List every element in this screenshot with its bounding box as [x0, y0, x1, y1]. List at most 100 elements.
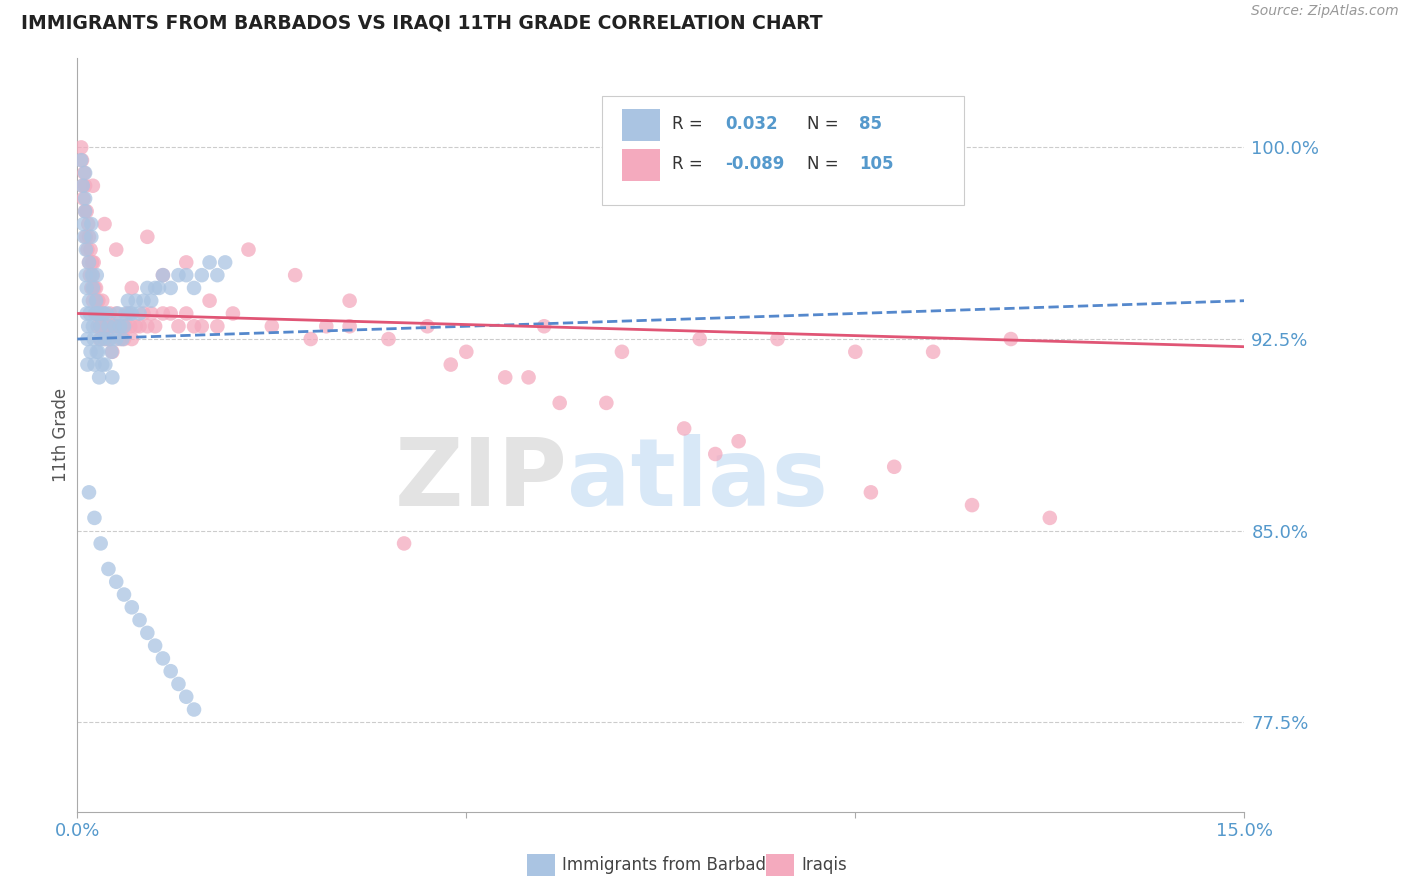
Text: 0.032: 0.032: [725, 115, 778, 133]
Point: [152, 268, 174, 282]
Point: [159, 306, 181, 320]
Point: [183, 702, 205, 716]
Point: [93, 217, 115, 231]
Point: [108, 332, 131, 346]
Point: [82, 268, 104, 282]
Point: [922, 344, 945, 359]
FancyBboxPatch shape: [603, 95, 965, 205]
Point: [80, 230, 103, 244]
Point: [167, 677, 190, 691]
Point: [97, 562, 120, 576]
Point: [84, 306, 107, 320]
Point: [73, 166, 96, 180]
Point: [107, 319, 129, 334]
Point: [105, 243, 128, 257]
Point: [72, 192, 94, 206]
Point: [105, 574, 128, 589]
Point: [416, 319, 439, 334]
Text: 85: 85: [859, 115, 882, 133]
Point: [82, 293, 104, 308]
Point: [198, 293, 221, 308]
Point: [112, 588, 135, 602]
Point: [73, 230, 96, 244]
Point: [494, 370, 516, 384]
Point: [89, 332, 111, 346]
Point: [174, 255, 197, 269]
Y-axis label: 11th Grade: 11th Grade: [52, 388, 70, 482]
Point: [75, 268, 97, 282]
Point: [72, 178, 94, 193]
Point: [70, 153, 93, 168]
Point: [299, 332, 322, 346]
Point: [174, 306, 197, 320]
Point: [75, 204, 97, 219]
Point: [86, 268, 108, 282]
Point: [87, 344, 110, 359]
Point: [148, 281, 170, 295]
Bar: [623, 109, 659, 141]
Text: Source: ZipAtlas.com: Source: ZipAtlas.com: [1251, 4, 1399, 19]
Point: [77, 319, 100, 334]
Point: [96, 319, 118, 334]
Point: [673, 421, 696, 435]
Point: [191, 268, 214, 282]
Point: [143, 281, 166, 295]
Point: [128, 319, 150, 334]
Point: [132, 293, 155, 308]
Point: [883, 459, 905, 474]
Point: [960, 498, 983, 512]
Point: [94, 332, 117, 346]
Point: [111, 332, 134, 346]
Point: [86, 306, 108, 320]
Text: ZIP: ZIP: [395, 434, 568, 526]
Point: [100, 344, 122, 359]
Point: [1000, 332, 1022, 346]
Point: [76, 358, 98, 372]
Point: [76, 204, 98, 219]
Point: [82, 255, 104, 269]
Point: [75, 166, 97, 180]
Point: [124, 319, 148, 334]
Point: [75, 243, 97, 257]
Text: -0.089: -0.089: [725, 155, 785, 173]
Point: [82, 178, 104, 193]
Point: [610, 344, 633, 359]
Text: IMMIGRANTS FROM BARBADOS VS IRAQI 11TH GRADE CORRELATION CHART: IMMIGRANTS FROM BARBADOS VS IRAQI 11TH G…: [21, 13, 823, 32]
Point: [207, 319, 229, 334]
Point: [117, 306, 139, 320]
Point: [93, 332, 115, 346]
Point: [90, 319, 112, 334]
Point: [77, 485, 100, 500]
Text: Immigrants from Barbados: Immigrants from Barbados: [562, 856, 786, 874]
Point: [91, 293, 114, 308]
Point: [191, 319, 214, 334]
Point: [533, 319, 555, 334]
Point: [82, 268, 104, 282]
Point: [80, 217, 103, 231]
Point: [136, 230, 159, 244]
Point: [84, 293, 107, 308]
Point: [76, 243, 98, 257]
Point: [90, 332, 112, 346]
Point: [91, 358, 114, 372]
Point: [83, 511, 105, 525]
Point: [141, 293, 163, 308]
Point: [143, 319, 166, 334]
Point: [87, 293, 110, 308]
Point: [72, 178, 94, 193]
Point: [90, 306, 112, 320]
Point: [79, 306, 101, 320]
Point: [121, 332, 143, 346]
Point: [766, 332, 789, 346]
Point: [152, 306, 174, 320]
Point: [86, 293, 108, 308]
Point: [214, 255, 236, 269]
Point: [83, 281, 105, 295]
Point: [70, 153, 93, 168]
Point: [111, 319, 134, 334]
Point: [98, 306, 121, 320]
Point: [112, 332, 135, 346]
Point: [104, 319, 127, 334]
Point: [136, 319, 159, 334]
Point: [136, 281, 159, 295]
